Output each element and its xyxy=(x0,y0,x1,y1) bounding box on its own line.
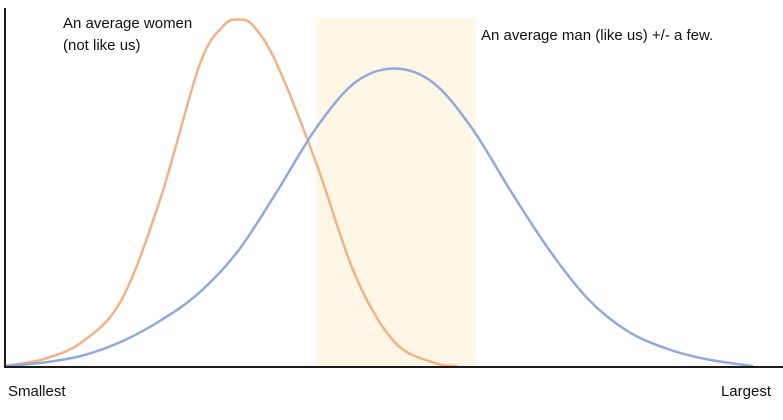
series-line-women xyxy=(3,18,458,368)
x-tick-label-smallest: Smallest xyxy=(8,383,66,400)
annotation-women-line-1: An average women xyxy=(63,15,192,32)
annotation-women-line-2: (not like us) xyxy=(63,37,141,54)
x-tick-label-largest: Largest xyxy=(721,383,772,400)
highlight-band xyxy=(316,18,476,366)
series-line-men xyxy=(3,67,754,368)
annotation-men: An average man (like us) +/- a few. xyxy=(481,27,713,44)
